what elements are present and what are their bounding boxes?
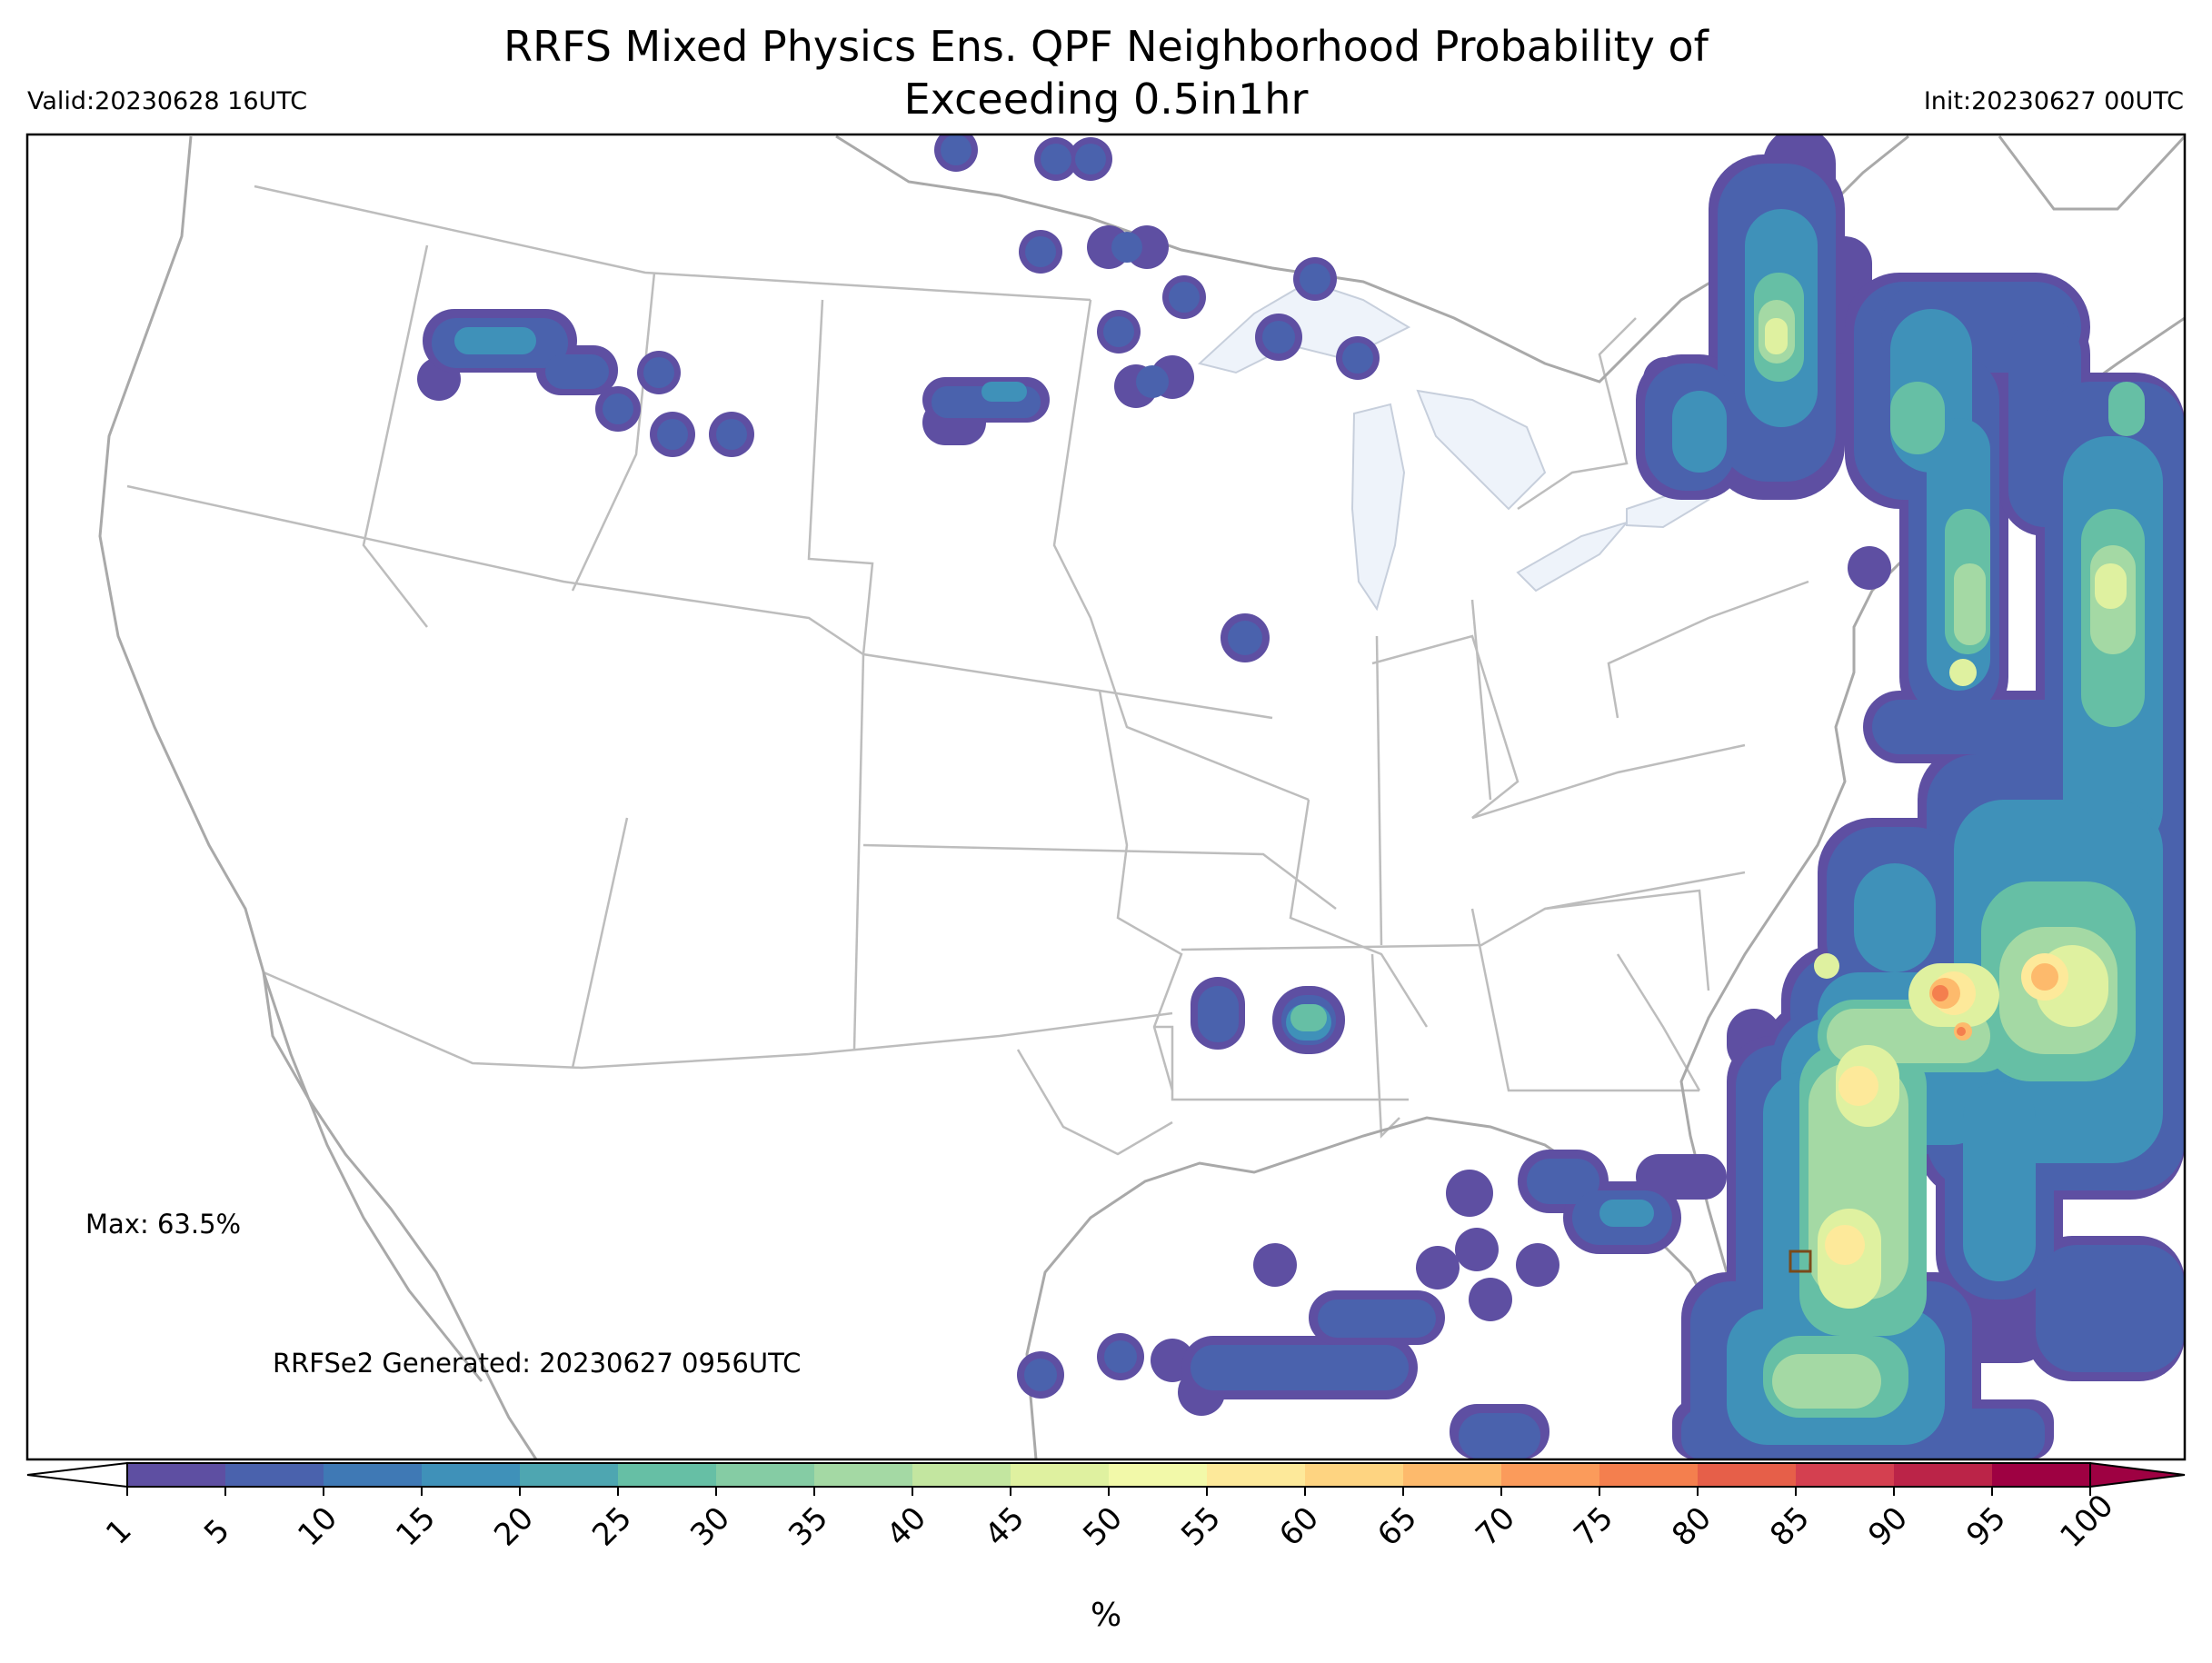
map-title: RRFS Mixed Physics Ens. QPF Neighborhood… (0, 20, 2212, 125)
max-location-marker (1789, 1250, 1812, 1273)
colorbar-segment (324, 1463, 423, 1487)
colorbar-segment (618, 1463, 717, 1487)
colorbar-segment (127, 1463, 226, 1487)
colorbar-segment (912, 1463, 1011, 1487)
colorbar-segment (1698, 1463, 1797, 1487)
colorbar (26, 1461, 2186, 1496)
prob-layer-9 (1932, 985, 1966, 1036)
max-value-label: Max: 63.5% (85, 1209, 242, 1240)
map-border (25, 133, 2187, 1461)
colorbar-unit-label: % (1091, 1597, 1122, 1634)
valid-time-label: Valid:20230628 16UTC (27, 87, 308, 115)
colorbar-segment (814, 1463, 913, 1487)
colorbar-extend-low (26, 1461, 128, 1489)
lake-huron (1416, 389, 1547, 511)
lake-erie (1516, 521, 1629, 593)
generated-label: RRFSe2 Generated: 20230627 0956UTC (273, 1348, 802, 1379)
colorbar-segment (1796, 1463, 1895, 1487)
title-line-2: Exceeding 0.5in1hr (903, 75, 1309, 124)
map-panel (27, 134, 2185, 1459)
colorbar-segment (1599, 1463, 1699, 1487)
title-line-1: RRFS Mixed Physics Ens. QPF Neighborhood… (503, 22, 1709, 71)
colorbar-segment (1109, 1463, 1208, 1487)
colorbar-segment (422, 1463, 521, 1487)
colorbar-segment (1992, 1463, 2091, 1487)
colorbar-segment (1305, 1463, 1404, 1487)
colorbar-segment (1501, 1463, 1600, 1487)
colorbar-segment (1894, 1463, 1993, 1487)
colorbar-segment (1403, 1463, 1502, 1487)
colorbar-segment (1207, 1463, 1306, 1487)
colorbar-extend-high (2089, 1461, 2186, 1489)
colorbar-segment (1011, 1463, 1110, 1487)
colorbar-segment (225, 1463, 324, 1487)
colorbar-segment (716, 1463, 815, 1487)
init-time-label: Init:20230627 00UTC (1923, 87, 2184, 115)
colorbar-segment (520, 1463, 619, 1487)
lake-michigan (1350, 403, 1406, 612)
